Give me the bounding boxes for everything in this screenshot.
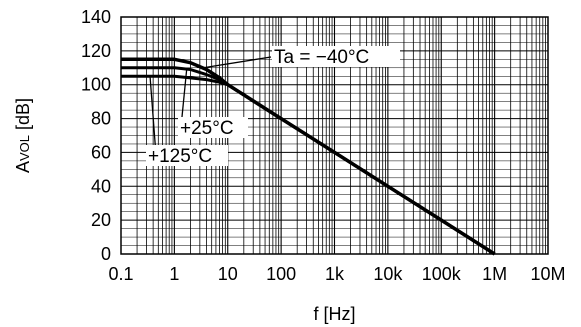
annotation-label: +25°C: [180, 118, 234, 139]
y-tick-label: 0: [101, 244, 111, 264]
y-axis-label-unit: [dB]: [13, 98, 33, 135]
x-axis-label: f [Hz]: [313, 304, 355, 324]
plot-frame: [120, 16, 549, 255]
x-tick-label: 1: [169, 264, 179, 284]
y-tick-label: 100: [81, 75, 111, 95]
x-tick-label: 100: [266, 264, 296, 284]
x-tick-label: 10k: [373, 264, 403, 284]
annotation-label: +125°C: [148, 146, 212, 167]
annotation-leader: [149, 76, 157, 156]
annotation-background: [146, 145, 228, 166]
annotation-background: [178, 117, 248, 138]
x-tick-label: 1k: [325, 264, 345, 284]
y-axis-label-sub: VOL: [17, 135, 32, 161]
y-tick-label: 40: [91, 176, 111, 196]
y-tick-label: 140: [81, 7, 111, 27]
y-tick-label: 60: [91, 142, 111, 162]
x-tick-label: 10M: [530, 264, 565, 284]
x-tick-label: 10: [218, 264, 238, 284]
y-tick-label: 80: [91, 109, 111, 129]
x-tick-label: 0.1: [108, 264, 133, 284]
x-tick-label: 100k: [422, 264, 462, 284]
annotation-leader: [203, 56, 272, 69]
y-tick-label: 20: [91, 210, 111, 230]
annotation-background: [272, 46, 400, 67]
y-axis-label: AVOL [dB]: [13, 98, 33, 173]
x-tick-label: 1M: [482, 264, 507, 284]
y-tick-label: 120: [81, 41, 111, 61]
series-line: [121, 74, 496, 256]
series-group: [121, 57, 496, 256]
tick-labels: 0.1 1 10 100 1k 10k 100k 1M 10M 0 20 40 60 80 100 120 14…: [81, 7, 566, 284]
y-axis-label-main: A: [13, 161, 33, 173]
annotations: Ta = −40°C +25°C +125°C: [146, 46, 400, 167]
annotation-label: Ta = −40°C: [274, 47, 369, 68]
